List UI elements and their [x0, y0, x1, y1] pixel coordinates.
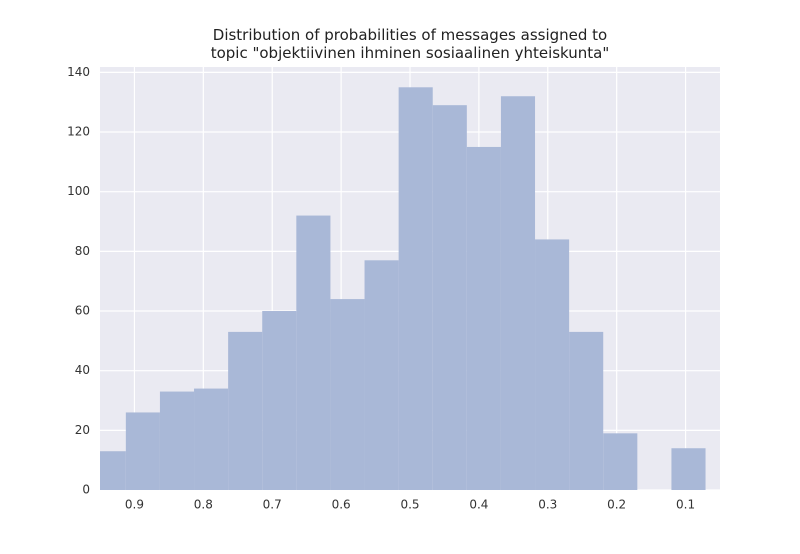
bar — [296, 215, 331, 490]
bar — [262, 311, 297, 490]
bar — [535, 239, 570, 490]
bar — [330, 299, 365, 490]
bar — [603, 433, 638, 490]
x-tick-label: 0.3 — [538, 498, 557, 512]
bar — [228, 331, 263, 490]
bar — [194, 388, 229, 490]
bar — [671, 448, 706, 490]
bar — [569, 331, 604, 490]
y-tick-label: 100 — [67, 184, 90, 198]
x-tick-label: 0.4 — [469, 498, 488, 512]
bar — [364, 260, 399, 490]
x-tick-label: 0.9 — [125, 498, 144, 512]
x-tick-label: 0.1 — [676, 498, 695, 512]
y-tick-label: 20 — [75, 423, 90, 437]
bar — [159, 391, 195, 490]
y-tick-label: 140 — [67, 65, 90, 79]
bar — [125, 412, 160, 490]
y-tick-label: 120 — [67, 125, 90, 139]
y-tick-label: 0 — [82, 483, 90, 497]
x-tick-label: 0.2 — [607, 498, 626, 512]
bar — [432, 105, 467, 490]
bar — [100, 451, 126, 490]
y-tick-label: 40 — [75, 363, 90, 377]
x-tick-label: 0.5 — [400, 498, 419, 512]
y-tick-label: 80 — [75, 244, 90, 258]
bar — [500, 96, 536, 490]
bar — [466, 146, 501, 490]
y-tick-label: 60 — [75, 304, 90, 318]
x-tick-label: 0.6 — [332, 498, 351, 512]
x-tick-label: 0.8 — [194, 498, 213, 512]
bar — [398, 87, 433, 490]
chart-title: Distribution of probabilities of message… — [210, 26, 610, 62]
x-tick-label: 0.7 — [263, 498, 282, 512]
